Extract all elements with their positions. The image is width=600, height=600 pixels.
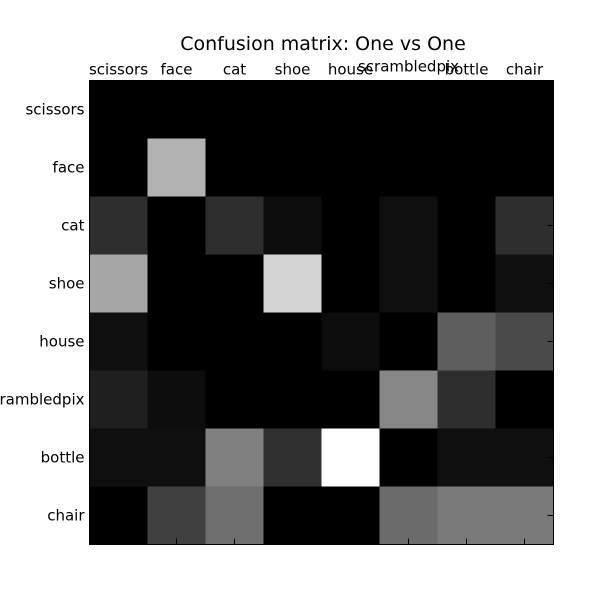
y-axis-tick-labels: scissors face cat shoe house scrambledpix bott…	[0, 101, 85, 525]
heatmap-cell-bottle-scissors	[89, 428, 148, 487]
heatmap-cell-cat-chair	[495, 196, 554, 255]
heatmap-cell-scrambledpix-shoe	[263, 370, 322, 429]
axis-ticks	[118, 109, 554, 545]
heatmap-cell-chair-scissors	[89, 486, 148, 545]
heatmap-cell-chair-bottle	[437, 486, 496, 545]
heatmap-cell-chair-cat	[205, 486, 264, 545]
heatmap-cell-scrambledpix-house	[321, 370, 380, 429]
heatmap-cell-bottle-house	[321, 428, 380, 487]
heatmap-cell-scissors-cat	[205, 80, 264, 139]
heatmap-cell-house-chair	[495, 312, 554, 371]
heatmap-cell-shoe-scissors	[89, 254, 148, 313]
heatmap-cell-scissors-scrambledpix	[379, 80, 438, 139]
heatmap-cell-cat-shoe	[263, 196, 322, 255]
heatmap-cell-cat-bottle	[437, 196, 496, 255]
heatmap-cell-chair-scrambledpix	[379, 486, 438, 545]
heatmap-cell-cat-cat	[205, 196, 264, 255]
heatmap-cell-face-face	[147, 138, 206, 197]
y-tick-label-house: house	[39, 333, 84, 351]
heatmap-cell-scrambledpix-scissors	[89, 370, 148, 429]
heatmap-cell-scissors-shoe	[263, 80, 322, 139]
x-tick-label-shoe: shoe	[275, 61, 311, 79]
heatmap-cell-shoe-scrambledpix	[379, 254, 438, 313]
heatmap-cell-house-scissors	[89, 312, 148, 371]
heatmap-cell-scissors-house	[321, 80, 380, 139]
y-tick-label-scissors: scissors	[25, 101, 84, 119]
heatmap-cell-face-scrambledpix	[379, 138, 438, 197]
heatmap-cell-bottle-cat	[205, 428, 264, 487]
heatmap-cell-scissors-bottle	[437, 80, 496, 139]
heatmap-cell-face-cat	[205, 138, 264, 197]
heatmap-cell-shoe-chair	[495, 254, 554, 313]
heatmap-cell-shoe-face	[147, 254, 206, 313]
heatmap-cell-scissors-scissors	[89, 80, 148, 139]
y-tick-label-shoe: shoe	[49, 275, 85, 293]
heatmap-cell-shoe-shoe	[263, 254, 322, 313]
heatmap-cell-house-shoe	[263, 312, 322, 371]
plot-frame	[89, 80, 554, 545]
x-tick-label-scrambledpix: scrambledpix	[358, 58, 459, 76]
heatmap-cell-scissors-face	[147, 80, 206, 139]
heatmap-cell-bottle-shoe	[263, 428, 322, 487]
y-tick-label-cat: cat	[61, 217, 84, 235]
heatmap-cell-cat-scrambledpix	[379, 196, 438, 255]
heatmap-cell-bottle-bottle	[437, 428, 496, 487]
heatmap-cell-face-scissors	[89, 138, 148, 197]
heatmap-cell-face-shoe	[263, 138, 322, 197]
heatmap-cell-house-cat	[205, 312, 264, 371]
heatmap-cell-scrambledpix-cat	[205, 370, 264, 429]
chart-title: Confusion matrix: One vs One	[180, 33, 466, 55]
heatmap-cell-scrambledpix-scrambledpix	[379, 370, 438, 429]
x-axis-tick-labels: scissors face cat shoe housescrambledpixbott…	[89, 58, 544, 79]
heatmap-cell-house-face	[147, 312, 206, 371]
y-tick-label-chair: chair	[47, 507, 85, 525]
heatmap-cell-chair-face	[147, 486, 206, 545]
heatmap-cell-house-scrambledpix	[379, 312, 438, 371]
heatmap-cell-chair-house	[321, 486, 380, 545]
heatmap-cell-scrambledpix-bottle	[437, 370, 496, 429]
heatmap-cell-face-house	[321, 138, 380, 197]
heatmap-cell-house-house	[321, 312, 380, 371]
x-tick-label-cat: cat	[223, 61, 246, 79]
heatmap-cell-scrambledpix-chair	[495, 370, 554, 429]
heatmap-cell-bottle-chair	[495, 428, 554, 487]
heatmap-cell-chair-chair	[495, 486, 554, 545]
heatmap-cell-scrambledpix-face	[147, 370, 206, 429]
heatmap-cell-house-bottle	[437, 312, 496, 371]
heatmap-cell-cat-face	[147, 196, 206, 255]
x-tick-label-bottle: bottle	[445, 61, 489, 79]
heatmap-cell-chair-shoe	[263, 486, 322, 545]
heatmap-cells	[89, 80, 554, 545]
heatmap-cell-face-chair	[495, 138, 554, 197]
heatmap-cell-shoe-house	[321, 254, 380, 313]
heatmap-cell-shoe-bottle	[437, 254, 496, 313]
heatmap-cell-cat-scissors	[89, 196, 148, 255]
heatmap-cell-face-bottle	[437, 138, 496, 197]
y-tick-label-scrambledpix: scrambledpix	[0, 391, 85, 409]
x-tick-label-chair: chair	[506, 61, 544, 79]
x-tick-label-house: house	[328, 61, 373, 79]
x-tick-label-face: face	[161, 61, 193, 79]
heatmap-cell-bottle-face	[147, 428, 206, 487]
heatmap-cell-cat-house	[321, 196, 380, 255]
y-tick-label-bottle: bottle	[41, 449, 85, 467]
y-tick-label-face: face	[53, 159, 85, 177]
x-tick-label-scissors: scissors	[89, 61, 148, 79]
heatmap-cell-scissors-chair	[495, 80, 554, 139]
heatmap-cell-shoe-cat	[205, 254, 264, 313]
heatmap-cell-bottle-scrambledpix	[379, 428, 438, 487]
